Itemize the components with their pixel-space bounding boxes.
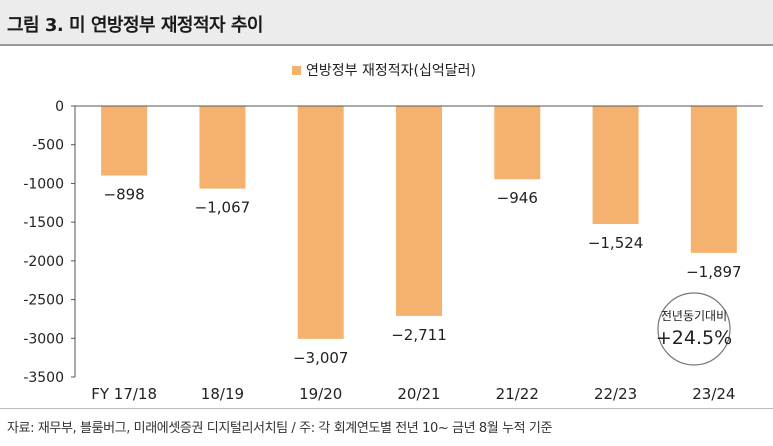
- bar: [101, 106, 148, 176]
- chart-legend: 연방정부 재정적자(십억달러): [292, 63, 476, 79]
- bar-chart: 연방정부 재정적자(십억달러) 0 -500 -1000 -1500 -2000 -250…: [23, 63, 763, 403]
- x-tick-label: 19/20: [299, 385, 342, 403]
- annotation-circle: [657, 292, 731, 366]
- y-tick-label: -2000: [23, 254, 64, 270]
- bar: [494, 106, 541, 180]
- bar: [396, 106, 442, 316]
- y-tick-label: -1000: [23, 176, 64, 192]
- value-label: −1,524: [588, 234, 644, 252]
- annotation-value: +24.5%: [656, 327, 732, 349]
- value-label: −1,067: [195, 199, 251, 217]
- bar: [690, 106, 737, 253]
- x-tick-label: FY 17/18: [91, 385, 157, 403]
- y-tick-label: 0: [55, 99, 64, 115]
- value-label: −1,897: [686, 263, 742, 281]
- bar: [592, 106, 639, 225]
- legend-swatch: [292, 66, 301, 75]
- x-tick-label: 23/24: [692, 385, 735, 403]
- y-tick-label: -500: [32, 138, 64, 154]
- value-label: −898: [104, 186, 145, 204]
- bottom-divider: [0, 408, 773, 409]
- yoy-annotation: 전년동기대비 +24.5%: [656, 292, 732, 366]
- bar: [297, 106, 344, 339]
- x-tick-label: 21/22: [496, 385, 539, 403]
- y-tick-label: -3500: [23, 370, 64, 386]
- x-axis-labels: FY 17/18 18/19 19/20 20/21 21/22 22/23 23/24: [91, 385, 735, 403]
- source-note: 자료: 재무부, 블룸버그, 미래에셋증권 디지털리서치팀 / 주: 각 회계연…: [7, 421, 553, 436]
- x-tick-label: 22/23: [594, 385, 637, 403]
- value-label: −3,007: [293, 349, 349, 367]
- page-title: 그림 3. 미 연방정부 재정적자 추이: [7, 15, 263, 36]
- value-label: −2,711: [391, 326, 447, 344]
- y-tick-label: -1500: [23, 215, 64, 231]
- y-tick-label: -3000: [23, 331, 64, 347]
- bar: [199, 106, 246, 189]
- value-labels: −898 −1,067 −3,007 −2,711 −946 −1,524 −1,897: [104, 186, 742, 367]
- title-bar: 그림 3. 미 연방정부 재정적자 추이: [0, 0, 773, 46]
- legend-label: 연방정부 재정적자(십억달러): [306, 63, 476, 79]
- value-label: −946: [497, 189, 538, 207]
- x-tick-label: 20/21: [397, 385, 440, 403]
- annotation-label: 전년동기대비: [661, 309, 727, 323]
- x-tick-label: 18/19: [201, 385, 244, 403]
- bars: [101, 106, 737, 339]
- y-axis-ticks: 0 -500 -1000 -1500 -2000 -2500 -3000 -3500: [23, 99, 75, 386]
- y-tick-label: -2500: [23, 293, 64, 309]
